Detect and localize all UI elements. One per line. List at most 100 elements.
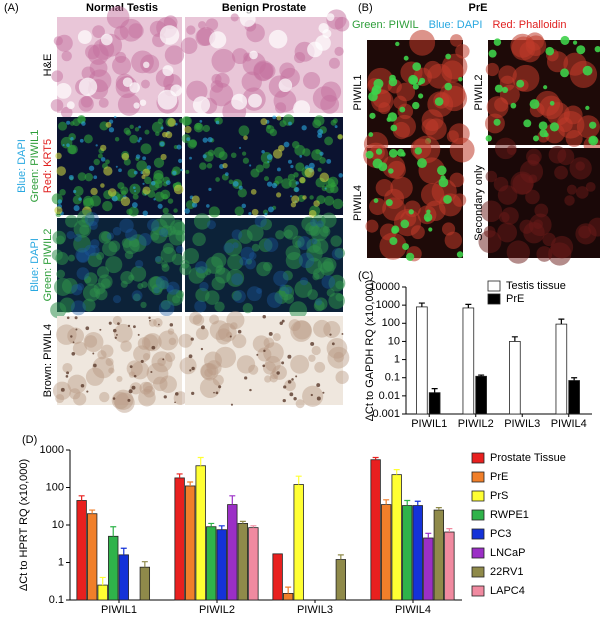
bar [272,553,283,601]
image-background [185,316,343,405]
image-texture [281,319,285,323]
image-texture [142,210,148,216]
image-texture [267,160,270,163]
image-texture [73,220,92,238]
image-texture [189,156,192,160]
image-texture [285,251,303,270]
image-texture [412,101,420,110]
image-texture [209,320,230,341]
image-texture [200,347,204,351]
image-texture [260,118,268,126]
image-texture [290,164,294,169]
image-texture [87,44,109,65]
y-tick-label: 0.001 [372,408,400,420]
image-texture [232,290,246,304]
image-texture [313,319,331,338]
image-texture [100,144,107,152]
bar [86,513,98,601]
image-texture [237,188,247,198]
image-texture [402,243,410,251]
image-texture [231,290,242,301]
image-texture [108,367,115,374]
bar [428,392,441,415]
panel-label: (A) [4,2,19,14]
bar [206,526,217,601]
image-texture [53,36,63,46]
image-texture [223,242,235,254]
image-texture [206,360,222,376]
image-texture [150,370,153,374]
bar [433,509,445,601]
image-texture [315,298,323,306]
image-texture [273,270,289,287]
y-tick-label: 1000 [376,299,400,311]
image-texture [331,342,335,346]
image-texture [278,78,293,93]
image-texture [256,353,259,356]
image-texture [131,290,143,302]
image-texture [326,158,332,164]
image-texture [324,195,335,206]
image-texture [82,284,101,302]
image-texture [554,165,568,180]
image-texture [174,392,179,396]
image-texture [269,374,278,383]
image-texture [194,122,203,131]
y-tick-label: 100 [382,317,400,329]
image-texture [291,195,300,204]
image-texture [162,207,169,214]
image-texture [66,230,75,240]
image-texture [56,324,77,345]
image-texture [147,219,160,232]
image-texture [100,183,105,188]
image-texture [372,158,383,169]
image-texture [66,120,71,125]
image-texture [309,195,314,200]
image-texture [141,174,146,179]
image-texture [66,143,70,147]
image-texture [138,233,152,246]
image-texture [575,186,589,199]
image-texture [209,31,227,49]
image-texture [90,239,100,249]
image-texture [322,29,332,39]
image-texture [129,183,141,195]
image-texture [102,241,118,257]
image-texture [185,200,195,210]
image-texture [265,355,281,372]
image-texture [57,199,63,204]
image-texture [410,225,425,240]
image-texture [215,328,232,345]
image-texture [497,222,518,243]
image-texture [186,25,196,35]
image-texture [290,202,297,208]
error-bar [571,377,578,381]
image-texture [66,371,69,375]
image-texture [127,168,137,178]
row-label: Green: PIWIL2 [42,229,54,302]
image-texture [391,225,400,234]
image-texture [140,54,160,74]
image-texture [314,361,326,373]
image-texture [449,172,465,188]
legend-swatch [471,566,485,578]
image-texture [246,286,262,302]
image-texture [287,173,296,181]
row-label: Red: KRT5 [42,139,54,193]
image-texture [129,134,138,144]
image-texture [151,121,164,133]
error-bar [418,302,425,307]
image-texture [249,50,258,60]
image-texture [88,221,98,230]
image-texture [279,284,287,292]
image-texture [373,198,379,203]
image-texture [271,182,278,189]
image-texture [67,145,77,155]
micrograph [363,135,475,262]
image-texture [409,29,436,56]
image-texture [218,385,222,389]
micrograph [180,9,350,124]
image-texture [167,198,174,204]
image-texture [165,180,171,185]
image-texture [295,181,299,185]
